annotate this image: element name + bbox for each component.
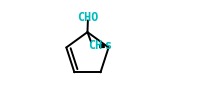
Text: CH: CH (88, 39, 102, 52)
Text: s: s (105, 39, 112, 52)
Text: CHO: CHO (78, 11, 99, 24)
